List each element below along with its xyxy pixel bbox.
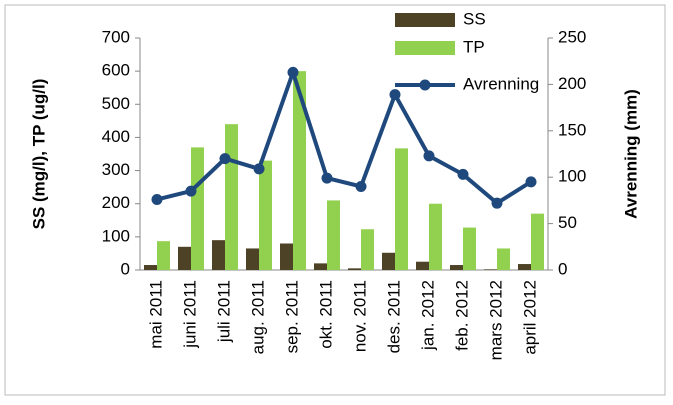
bar	[497, 248, 510, 270]
bar	[293, 71, 306, 271]
y-tick-label: 100	[102, 226, 130, 245]
y-tick-label: 700	[102, 27, 130, 46]
x-tick-label: okt. 2011	[316, 280, 335, 349]
y-axis-title: SS (mg/l), TP (ug/l)	[29, 79, 48, 230]
line-marker	[525, 176, 537, 188]
line-marker	[355, 180, 367, 192]
line-marker	[423, 150, 435, 162]
bar	[531, 213, 544, 270]
line-marker	[185, 185, 197, 197]
legend-label: SS	[463, 9, 486, 28]
chart-frame	[4, 4, 666, 396]
y2-tick-label: 250	[558, 27, 586, 46]
y-tick-label: 0	[121, 259, 130, 278]
line-marker	[253, 163, 265, 175]
bar	[212, 240, 225, 270]
bar	[348, 268, 361, 270]
bar	[280, 243, 293, 270]
line-marker	[287, 66, 299, 78]
bar	[395, 148, 408, 270]
y-tick-label: 300	[102, 160, 130, 179]
y2-tick-label: 100	[558, 167, 586, 186]
y-tick-label: 400	[102, 127, 130, 146]
y2-tick-label: 50	[558, 213, 577, 232]
x-tick-label: jan. 2012	[418, 280, 437, 351]
line-marker	[219, 153, 231, 165]
x-tick-label: juni 2011	[180, 280, 199, 349]
x-tick-label: juli 2011	[214, 280, 233, 343]
legend-swatch	[419, 79, 431, 91]
line-marker	[457, 168, 469, 180]
x-tick-label: feb. 2012	[452, 280, 471, 351]
legend-label: TP	[463, 37, 485, 56]
y2-tick-label: 150	[558, 120, 586, 139]
bar	[144, 265, 157, 270]
bar	[429, 203, 442, 270]
y-tick-label: 500	[102, 94, 130, 113]
legend-label: Avrenning	[463, 74, 539, 93]
line-marker	[151, 193, 163, 205]
line	[156, 66, 533, 206]
y-tick-label: 200	[102, 193, 130, 212]
y-tick-label: 600	[102, 61, 130, 80]
bar	[463, 227, 476, 270]
bar	[518, 264, 531, 270]
bar	[225, 124, 238, 271]
y2-axis-title: Avrenning (mm)	[621, 89, 640, 219]
bar	[361, 229, 374, 270]
bar	[327, 200, 340, 270]
bar	[484, 269, 497, 270]
x-tick-label: april 2012	[520, 280, 539, 355]
bar	[416, 261, 429, 270]
bar	[314, 263, 327, 270]
x-tick-label: sep. 2011	[282, 280, 301, 353]
x-tick-label: mars 2012	[486, 280, 505, 360]
x-tick-label: mai 2011	[146, 280, 165, 349]
x-tick-label: nov. 2011	[350, 280, 369, 352]
line-marker	[321, 172, 333, 184]
bar	[246, 248, 259, 270]
bar	[191, 147, 204, 270]
bar	[382, 252, 395, 270]
legend-swatch	[395, 41, 455, 55]
bar	[157, 241, 170, 270]
y2-tick-label: 200	[558, 74, 586, 93]
legend-swatch	[395, 13, 455, 27]
y2-tick-label: 0	[558, 259, 567, 278]
bar	[259, 160, 272, 270]
line-marker	[389, 89, 401, 101]
x-tick-label: aug. 2011	[248, 280, 267, 354]
bar	[450, 265, 463, 270]
bar	[178, 246, 191, 270]
line-marker	[491, 197, 503, 209]
x-tick-label: des. 2011	[384, 280, 403, 353]
